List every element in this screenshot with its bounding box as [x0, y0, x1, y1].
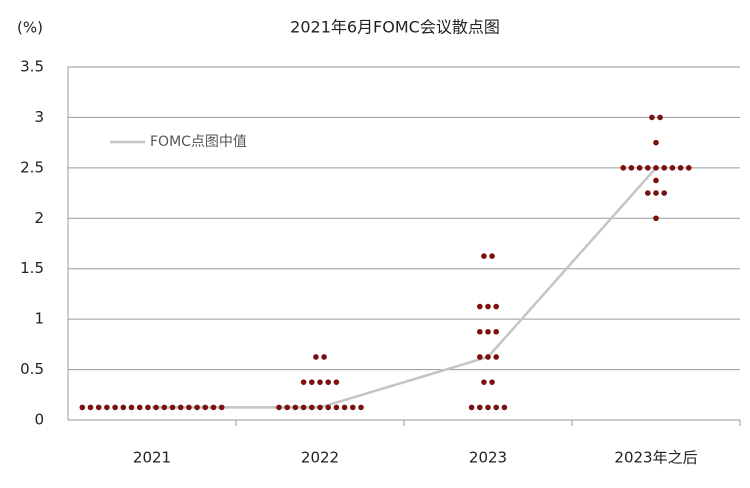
dot	[477, 354, 483, 360]
dot	[300, 404, 307, 411]
dot	[636, 165, 643, 171]
y-tick-label: 2.5	[20, 158, 44, 176]
dot	[661, 165, 667, 171]
dot	[87, 404, 94, 411]
dot	[120, 404, 127, 411]
dot	[661, 190, 667, 196]
dot	[485, 328, 491, 335]
dot	[493, 328, 500, 335]
dot	[468, 404, 475, 411]
dot	[628, 165, 635, 171]
dot	[341, 404, 348, 411]
dot	[669, 165, 676, 171]
dot	[645, 165, 651, 171]
dot	[653, 165, 659, 171]
dot	[333, 404, 340, 411]
dot	[202, 404, 209, 411]
dot	[177, 404, 184, 411]
dot	[218, 404, 225, 411]
y-axis-label: (%)	[17, 19, 43, 37]
dot	[477, 303, 483, 310]
dot	[493, 354, 500, 360]
dot	[477, 404, 483, 411]
y-tick-label: 1.5	[20, 259, 44, 277]
dot	[153, 404, 159, 411]
dot	[649, 114, 655, 121]
dot	[686, 165, 692, 171]
dot	[317, 404, 323, 411]
legend-text: FOMC点图中值	[150, 134, 247, 150]
dot	[104, 404, 110, 411]
dot	[309, 379, 315, 385]
x-tick-label: 2023	[469, 449, 507, 467]
y-tick-label: 2	[34, 209, 44, 227]
dot	[128, 404, 135, 411]
dot	[477, 328, 483, 335]
median-line	[152, 167, 657, 409]
dot	[300, 379, 307, 385]
dot	[194, 404, 200, 411]
dot	[169, 404, 176, 411]
dot	[161, 404, 168, 411]
dot	[325, 404, 332, 411]
dot	[95, 404, 102, 411]
dot	[284, 404, 291, 411]
dot	[313, 354, 319, 360]
dot	[333, 379, 340, 385]
dot	[481, 253, 487, 259]
y-tick-label: 3.5	[20, 58, 44, 76]
dot	[210, 404, 217, 411]
dot	[112, 404, 118, 411]
y-tick-label: 3	[34, 108, 44, 126]
dot	[657, 114, 663, 121]
dot	[481, 379, 487, 385]
x-tick-label: 2023年之后	[614, 449, 697, 467]
dot	[317, 379, 323, 385]
dot	[489, 379, 495, 385]
dot	[620, 165, 626, 171]
y-tick-label: 1	[34, 310, 44, 328]
dot	[321, 354, 327, 360]
dot	[186, 404, 192, 411]
dot	[653, 177, 659, 184]
x-tick-label: 2022	[301, 449, 339, 467]
dot	[485, 303, 491, 310]
dot	[292, 404, 299, 411]
dot	[653, 215, 659, 222]
dot	[493, 404, 500, 411]
y-tick-label: 0.5	[20, 360, 44, 378]
dot	[136, 404, 143, 411]
dot	[645, 190, 651, 196]
y-tick-label: 0	[34, 411, 44, 429]
dot	[653, 190, 659, 196]
chart-title: 2021年6月FOMC会议散点图	[290, 18, 500, 37]
dot	[493, 303, 500, 310]
dot	[350, 404, 356, 411]
dot	[501, 404, 508, 411]
dot	[677, 165, 684, 171]
dot	[276, 404, 282, 411]
dot	[653, 139, 659, 146]
dot	[309, 404, 315, 411]
dot	[358, 404, 364, 411]
dot	[145, 404, 151, 411]
dot	[325, 379, 332, 385]
dot	[485, 354, 491, 360]
dot	[489, 253, 495, 259]
dot	[79, 404, 86, 411]
dot	[485, 404, 491, 411]
x-tick-label: 2021	[133, 449, 171, 467]
